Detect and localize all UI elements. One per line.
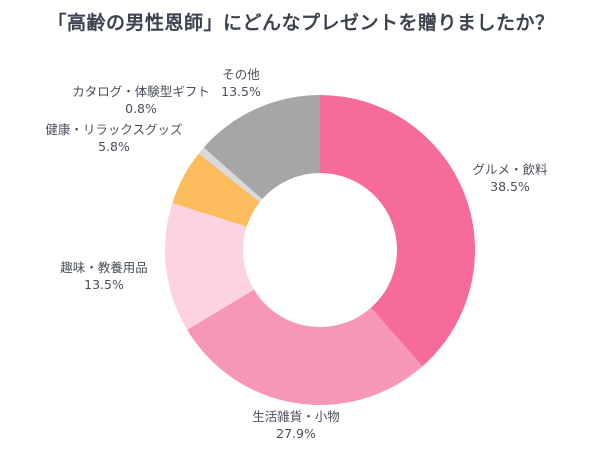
label-hobby: 趣味・教養用品 13.5% [60, 259, 148, 293]
label-gourmet: グルメ・飲料 38.5% [472, 161, 547, 195]
donut-slice-1 [187, 289, 423, 405]
donut-slice-4 [198, 147, 263, 203]
chart-title: 「高齢の男性恩師」にどんなプレゼントを贈りましたか？ [47, 12, 555, 34]
label-household: 生活雑貨・小物 27.9% [252, 408, 340, 442]
slice-value: 27.9% [276, 426, 316, 441]
donut-slice-2 [165, 203, 254, 330]
donut-slice-3 [172, 153, 260, 227]
slice-label: 生活雑貨・小物 [252, 409, 340, 424]
slice-label: その他 [222, 67, 260, 82]
slice-label: カタログ・体験型ギフト [72, 84, 210, 99]
label-other: その他 13.5% [221, 66, 261, 100]
slice-label: 健康・リラックスグッズ [45, 122, 183, 137]
donut-slice-5 [203, 95, 320, 200]
donut-slice-0 [320, 95, 475, 367]
slice-value: 13.5% [84, 277, 124, 292]
slice-value: 5.8% [98, 139, 130, 154]
slice-value: 38.5% [490, 179, 530, 194]
label-health: 健康・リラックスグッズ 5.8% [45, 121, 182, 155]
label-catalog: カタログ・体験型ギフト 0.8% [72, 83, 210, 117]
slice-value: 0.8% [125, 101, 157, 116]
slice-label: 趣味・教養用品 [60, 260, 148, 275]
slice-label: グルメ・飲料 [472, 162, 548, 177]
slice-value: 13.5% [221, 84, 261, 99]
